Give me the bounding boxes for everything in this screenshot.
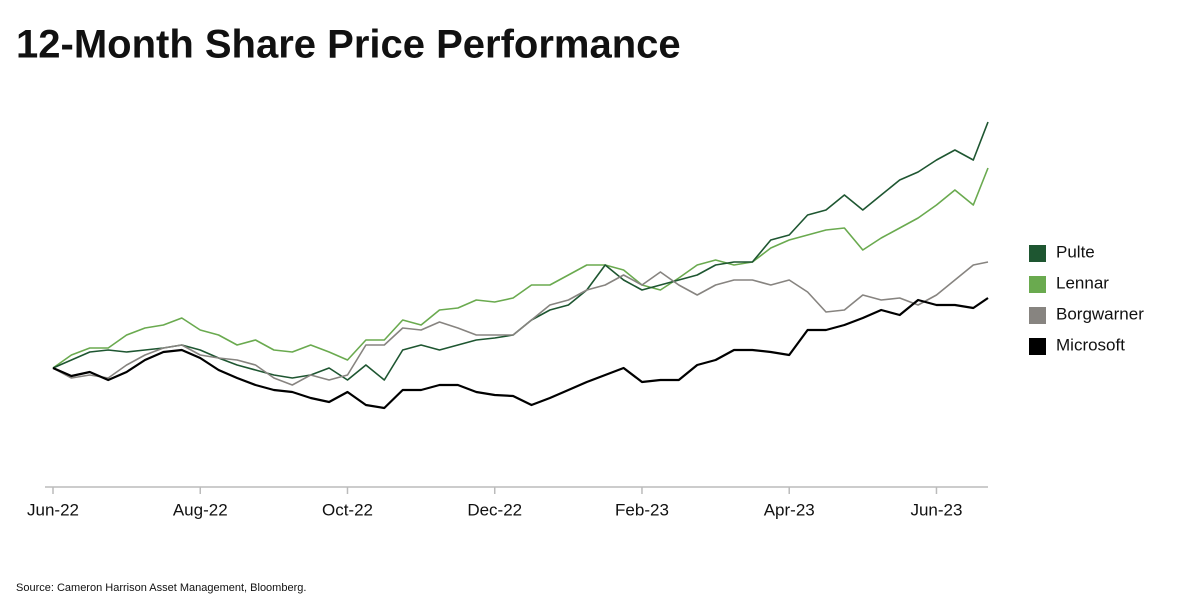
x-tick-label: Jun-22	[27, 500, 79, 519]
x-tick-label: Apr-23	[764, 500, 815, 519]
legend-label: Lennar	[1056, 273, 1109, 292]
legend-swatch	[1029, 245, 1046, 262]
x-tick-label: Feb-23	[615, 500, 669, 519]
legend-swatch	[1029, 276, 1046, 293]
series-line	[52, 261, 989, 386]
x-tick-label: Aug-22	[173, 500, 228, 519]
x-tick-label: Dec-22	[467, 500, 522, 519]
series-line	[52, 167, 989, 369]
legend-swatch	[1029, 338, 1046, 355]
legend-label: Microsoft	[1056, 335, 1125, 354]
series-line	[52, 297, 989, 410]
legend-swatch	[1029, 307, 1046, 324]
x-tick-label: Jun-23	[910, 500, 962, 519]
legend-label: Pulte	[1056, 242, 1095, 261]
series-line	[52, 121, 989, 381]
legend-label: Borgwarner	[1056, 304, 1144, 323]
chart-title: 12-Month Share Price Performance	[16, 23, 681, 67]
source-note: Source: Cameron Harrison Asset Managemen…	[16, 582, 306, 594]
x-tick-label: Oct-22	[322, 500, 373, 519]
